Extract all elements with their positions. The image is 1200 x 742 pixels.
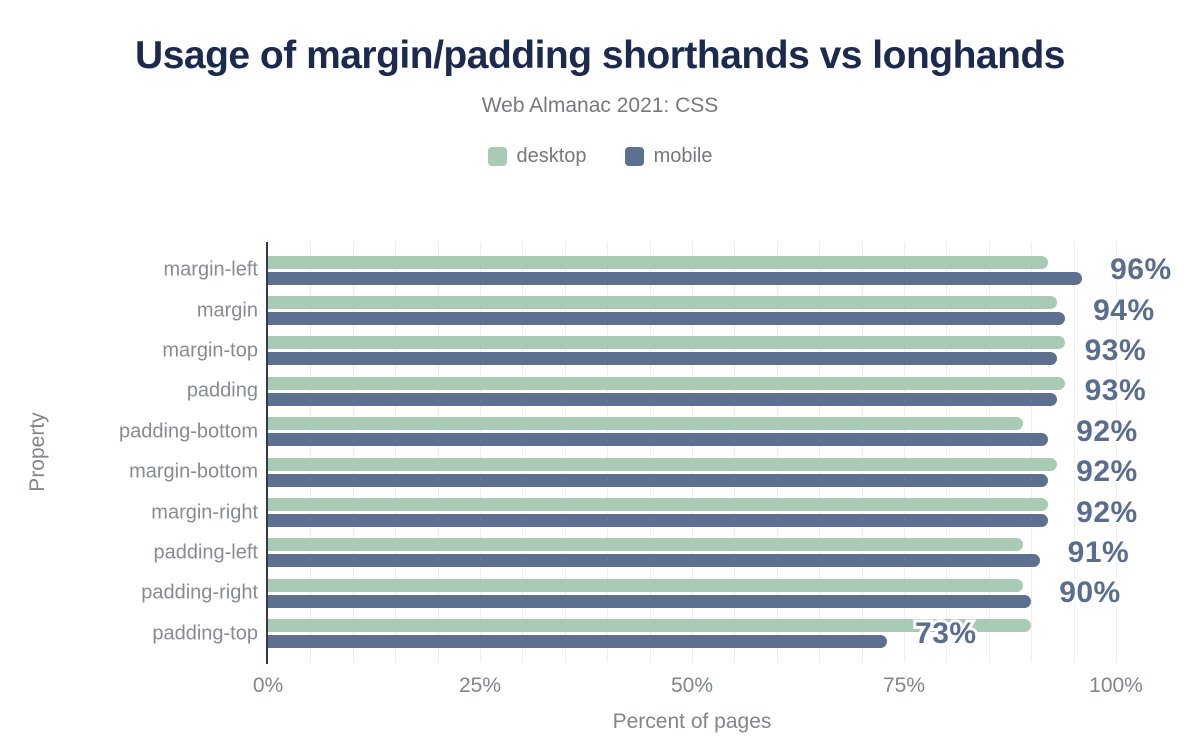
y-axis-line bbox=[266, 242, 268, 664]
grid-line bbox=[904, 242, 905, 662]
grid-line bbox=[564, 242, 566, 662]
grid-line bbox=[988, 242, 990, 662]
grid-line bbox=[607, 242, 609, 662]
chart-row: padding-top 73% bbox=[152, 614, 1116, 654]
x-tick-label: 100% bbox=[1089, 674, 1143, 697]
mobile-bar bbox=[268, 554, 1040, 568]
grid-line bbox=[819, 242, 821, 662]
bar-rows: margin-left 96% margin 94% margin-top 93% padd… bbox=[119, 250, 1175, 654]
chart-row: padding-bottom 92% bbox=[119, 412, 1140, 452]
mobile-bar bbox=[268, 594, 1032, 608]
chart-row: margin 94% bbox=[197, 290, 1157, 330]
chart-row: margin-bottom 92% bbox=[129, 452, 1140, 492]
mobile-bar bbox=[268, 635, 888, 649]
grid-line bbox=[1031, 242, 1033, 662]
value-label: 73% bbox=[912, 614, 979, 653]
category-label: padding-top bbox=[152, 622, 258, 645]
desktop-bar bbox=[268, 336, 1066, 350]
category-label: padding bbox=[186, 379, 258, 402]
desktop-bar bbox=[268, 457, 1057, 471]
grid-line bbox=[522, 242, 524, 662]
desktop-bar bbox=[268, 417, 1023, 431]
desktop-bar bbox=[268, 376, 1066, 390]
mobile-swatch-icon bbox=[624, 147, 644, 166]
mobile-bar bbox=[268, 433, 1049, 447]
desktop-bar bbox=[268, 578, 1023, 592]
grid-line bbox=[776, 242, 778, 662]
grid-line bbox=[1116, 242, 1117, 662]
x-axis-ticks: 0% 25% 50% 75% 100% bbox=[253, 674, 1143, 700]
grid-line bbox=[649, 242, 651, 662]
value-label: 90% bbox=[1056, 573, 1123, 612]
category-label: margin-bottom bbox=[129, 460, 258, 483]
value-label: 91% bbox=[1065, 533, 1132, 572]
grid-line bbox=[734, 242, 736, 662]
desktop-bar bbox=[268, 296, 1057, 310]
grid-line bbox=[352, 242, 354, 662]
grid-line bbox=[861, 242, 863, 662]
value-label: 92% bbox=[1073, 412, 1140, 451]
category-label: margin bbox=[196, 299, 258, 322]
chart-row: padding-left 91% bbox=[153, 533, 1131, 573]
category-label: margin-right bbox=[151, 501, 258, 524]
category-label: margin-left bbox=[163, 258, 258, 281]
grid-line bbox=[692, 242, 693, 662]
grid-line bbox=[1073, 242, 1075, 662]
legend-item-desktop: desktop bbox=[487, 145, 587, 168]
category-label: padding-bottom bbox=[119, 420, 258, 443]
desktop-bar bbox=[268, 619, 1032, 633]
desktop-swatch-icon bbox=[487, 147, 507, 166]
value-label: 93% bbox=[1082, 371, 1149, 410]
legend-label-mobile: mobile bbox=[653, 145, 713, 167]
chart-title: Usage of margin/padding shorthands vs lo… bbox=[135, 34, 1065, 77]
desktop-bar bbox=[268, 498, 1049, 512]
mobile-bar bbox=[268, 271, 1083, 285]
mobile-bar bbox=[268, 392, 1057, 406]
mobile-bar bbox=[268, 352, 1057, 366]
x-tick-label: 50% bbox=[670, 674, 714, 697]
mobile-bar bbox=[268, 473, 1049, 487]
category-label: padding-left bbox=[153, 541, 258, 564]
chart-subtitle: Web Almanac 2021: CSS bbox=[481, 94, 719, 117]
x-tick-label: 25% bbox=[458, 674, 502, 697]
chart-row: padding-right 90% bbox=[141, 573, 1123, 613]
grid-line bbox=[946, 242, 948, 662]
y-axis-title: Property bbox=[26, 412, 49, 492]
grid-line bbox=[395, 242, 397, 662]
plot-area: margin-left 96% margin 94% margin-top 93% padd… bbox=[119, 242, 1175, 733]
mobile-bar bbox=[268, 514, 1049, 528]
value-label: 93% bbox=[1082, 331, 1149, 370]
chart-row: padding 93% bbox=[187, 371, 1149, 411]
chart-row: margin-left 96% bbox=[164, 250, 1175, 290]
chart-row: margin-top 93% bbox=[162, 331, 1148, 371]
legend: desktop mobile bbox=[0, 145, 1200, 168]
grid-line bbox=[310, 242, 312, 662]
category-label: padding-right bbox=[141, 581, 258, 604]
category-label: margin-top bbox=[162, 339, 258, 362]
value-label: 92% bbox=[1073, 452, 1140, 491]
value-label: 92% bbox=[1073, 493, 1140, 532]
x-axis-title: Percent of pages bbox=[612, 710, 772, 733]
value-label: 94% bbox=[1090, 291, 1157, 330]
desktop-bar bbox=[268, 538, 1023, 552]
value-label: 96% bbox=[1107, 250, 1174, 289]
legend-item-mobile: mobile bbox=[624, 145, 713, 168]
grid-line bbox=[437, 242, 439, 662]
mobile-bar bbox=[268, 312, 1066, 326]
desktop-bar bbox=[268, 255, 1049, 269]
x-tick-label: 0% bbox=[252, 674, 284, 697]
x-tick-label: 75% bbox=[882, 674, 926, 697]
grid-line bbox=[480, 242, 481, 662]
chart-row: margin-right 92% bbox=[151, 492, 1140, 532]
legend-label-desktop: desktop bbox=[516, 145, 587, 167]
